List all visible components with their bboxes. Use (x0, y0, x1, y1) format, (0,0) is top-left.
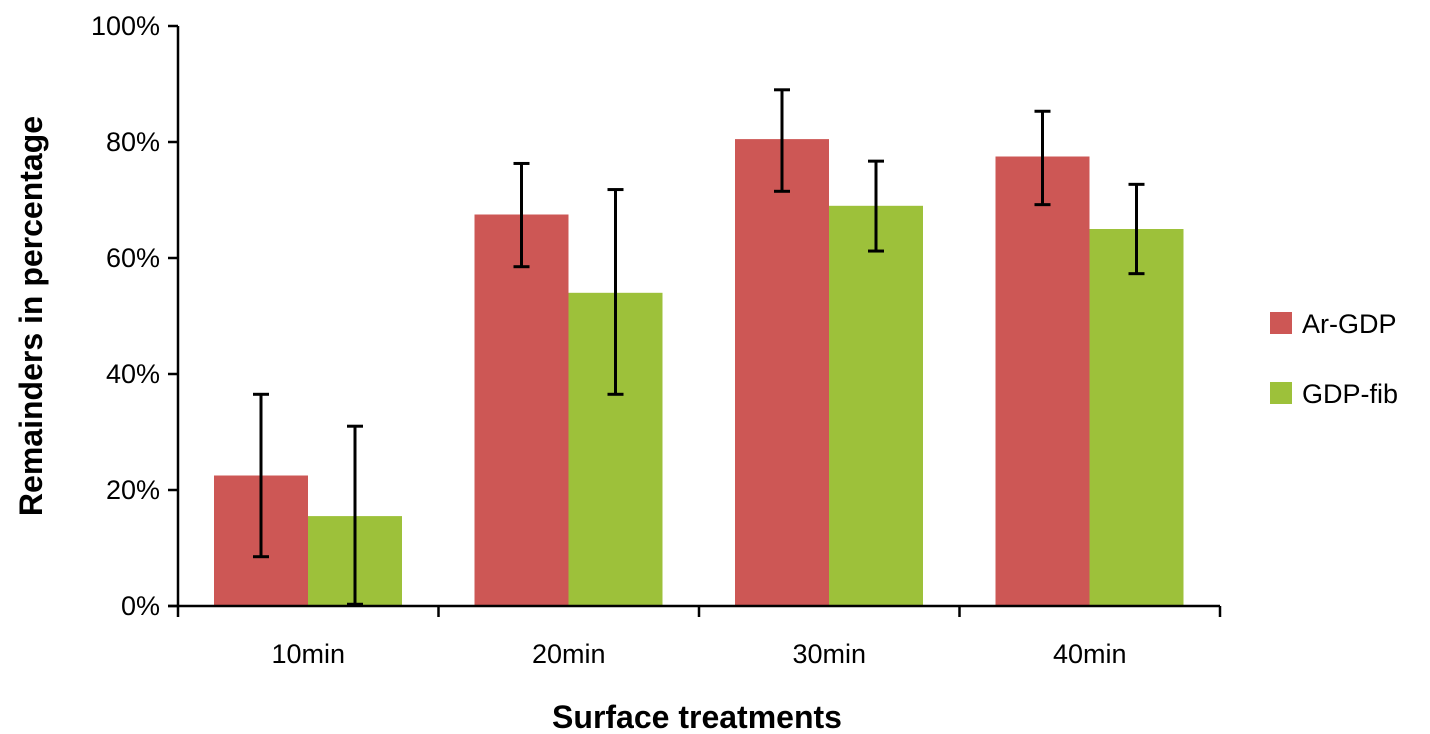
bar-ar-gdp-20min (474, 214, 569, 606)
bars-layer (214, 139, 1184, 607)
x-tick-label: 40min (1053, 639, 1127, 669)
y-tick-label: 100% (91, 11, 160, 41)
error-bar-ar-gdp-20min (513, 161, 530, 269)
error-bar-ar-gdp-30min (774, 88, 790, 193)
y-tick-label: 80% (106, 127, 160, 157)
axes-layer: 0% 20% 40% 60% 80% 100% 10min 20min 30min 40min (91, 11, 1222, 669)
bar-gdp-fib-30min (829, 205, 923, 607)
error-bar-gdp-fib-40min (1128, 182, 1145, 276)
y-axis-title: Remainders in percentage (13, 116, 49, 516)
x-tick-label: 10min (271, 639, 345, 669)
x-tick-label: 30min (792, 639, 866, 669)
error-bar-gdp-fib-30min (868, 159, 884, 253)
y-tick-label: 60% (106, 243, 160, 273)
y-tick-label: 0% (121, 591, 160, 621)
legend-label-gdp-fib: GDP-fib (1302, 379, 1398, 409)
y-tick-label: 40% (106, 359, 160, 389)
legend-swatch-ar-gdp (1270, 312, 1292, 334)
x-tick-label: 20min (532, 639, 606, 669)
legend: Ar-GDP GDP-fib (1270, 309, 1398, 409)
bar-ar-gdp-30min (735, 139, 829, 606)
x-axis-title: Surface treatments (552, 699, 842, 734)
bar-ar-gdp-40min (995, 156, 1090, 606)
error-bar-gdp-fib-20min (607, 188, 624, 396)
bar-gdp-fib-40min (1089, 229, 1184, 606)
y-tick-label: 20% (106, 475, 160, 505)
legend-swatch-gdp-fib (1270, 382, 1292, 404)
error-bar-ar-gdp-40min (1034, 109, 1051, 207)
legend-label-ar-gdp: Ar-GDP (1302, 309, 1397, 339)
error-bar-ar-gdp-10min (253, 392, 269, 559)
error-bars-layer (253, 88, 1145, 606)
error-bar-gdp-fib-10min (347, 424, 363, 606)
